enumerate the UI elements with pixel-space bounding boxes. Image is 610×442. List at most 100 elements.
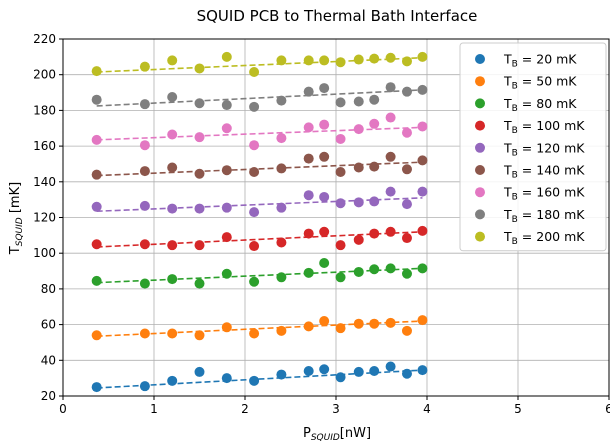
data-point-series-1 <box>353 318 364 329</box>
data-point-series-0 <box>167 375 178 386</box>
data-point-series-2 <box>353 266 364 277</box>
data-point-series-2 <box>91 275 102 286</box>
fit-line-series-4 <box>96 197 423 213</box>
data-point-series-5 <box>249 166 260 177</box>
data-point-series-6 <box>276 133 287 144</box>
data-point-series-8 <box>319 55 330 66</box>
data-point-series-7 <box>194 98 205 109</box>
data-point-series-0 <box>221 373 232 384</box>
legend-marker <box>475 187 485 198</box>
legend-marker <box>475 98 485 109</box>
data-point-series-8 <box>353 54 364 65</box>
data-point-series-7 <box>401 86 412 97</box>
data-point-series-4 <box>139 200 150 211</box>
data-point-series-4 <box>335 198 346 209</box>
y-axis-ticks: 20 40 60 80 100 120 140 160 180 200 220 <box>33 32 63 403</box>
data-point-series-4 <box>303 190 314 201</box>
data-point-series-3 <box>385 226 396 237</box>
data-point-series-5 <box>139 166 150 177</box>
data-point-series-4 <box>353 197 364 208</box>
data-point-series-5 <box>194 168 205 179</box>
data-point-series-1 <box>335 323 346 334</box>
data-point-series-0 <box>91 382 102 393</box>
data-point-series-4 <box>319 191 330 202</box>
x-tick-label: 5 <box>514 402 522 416</box>
x-tick-label: 0 <box>59 402 67 416</box>
data-point-series-2 <box>249 276 260 287</box>
x-tick-label: 6 <box>605 402 610 416</box>
data-point-series-8 <box>335 57 346 68</box>
chart-title: SQUID PCB to Thermal Bath Interface <box>197 7 478 25</box>
data-point-series-4 <box>276 202 287 213</box>
data-point-series-0 <box>353 366 364 377</box>
data-point-series-7 <box>335 97 346 108</box>
data-point-series-6 <box>249 140 260 151</box>
data-point-series-3 <box>194 240 205 251</box>
data-point-series-1 <box>303 321 314 332</box>
y-tick-label: 40 <box>41 353 56 367</box>
data-point-series-5 <box>353 162 364 173</box>
data-point-series-8 <box>139 61 150 72</box>
data-point-series-2 <box>417 263 428 274</box>
data-point-series-1 <box>249 328 260 339</box>
data-point-series-3 <box>91 239 102 250</box>
data-point-series-6 <box>194 132 205 143</box>
data-point-series-3 <box>369 228 380 239</box>
legend-entry: TB = 50 mK <box>503 74 577 92</box>
data-point-series-4 <box>167 203 178 214</box>
data-points <box>91 51 428 393</box>
data-point-series-8 <box>276 55 287 66</box>
legend: TB = 20 mK TB = 50 mK TB = 80 mK TB = 100 m… <box>459 42 607 252</box>
data-point-series-7 <box>385 82 396 93</box>
fit-line-series-8 <box>96 56 423 73</box>
legend-marker <box>475 231 485 242</box>
data-point-series-8 <box>194 63 205 74</box>
data-point-series-6 <box>369 118 380 129</box>
data-point-series-5 <box>401 164 412 175</box>
data-point-series-0 <box>319 364 330 375</box>
fit-line-series-3 <box>96 230 423 248</box>
data-point-series-4 <box>91 201 102 212</box>
data-point-series-3 <box>353 234 364 245</box>
data-point-series-0 <box>139 381 150 392</box>
data-point-series-8 <box>249 67 260 78</box>
legend-marker <box>475 165 485 175</box>
legend-entry: TB = 80 mK <box>503 96 577 114</box>
legend-entry: TB = 160 mK <box>503 185 585 203</box>
legend-marker <box>475 76 485 87</box>
data-point-series-2 <box>167 274 178 285</box>
data-point-series-7 <box>221 100 232 111</box>
data-point-series-3 <box>167 240 178 251</box>
data-point-series-5 <box>417 155 428 166</box>
data-point-series-6 <box>167 129 178 140</box>
data-point-series-5 <box>276 163 287 174</box>
data-point-series-7 <box>276 95 287 106</box>
fit-lines <box>96 56 423 389</box>
data-point-series-6 <box>417 121 428 132</box>
legend-entry: TB = 20 mK <box>503 52 577 70</box>
data-point-series-0 <box>335 372 346 383</box>
data-point-series-2 <box>221 268 232 279</box>
data-point-series-0 <box>194 366 205 377</box>
legend-marker <box>475 120 485 131</box>
data-point-series-7 <box>167 92 178 103</box>
data-point-series-0 <box>249 375 260 386</box>
data-point-series-1 <box>91 330 102 341</box>
y-tick-label: 60 <box>41 318 56 332</box>
data-point-series-6 <box>221 123 232 134</box>
data-point-series-2 <box>369 264 380 275</box>
data-point-series-6 <box>335 133 346 144</box>
data-point-series-3 <box>139 239 150 250</box>
data-point-series-4 <box>369 196 380 207</box>
legend-entry: TB = 200 mK <box>503 229 585 247</box>
x-tick-label: 1 <box>150 402 158 416</box>
data-point-series-7 <box>417 84 428 95</box>
x-axis-ticks: 0 1 2 3 4 5 6 <box>59 396 610 416</box>
data-point-series-2 <box>276 272 287 283</box>
data-point-series-6 <box>91 134 102 145</box>
data-point-series-2 <box>139 278 150 289</box>
data-point-series-1 <box>221 322 232 333</box>
y-tick-label: 200 <box>33 68 56 82</box>
data-point-series-2 <box>335 272 346 283</box>
